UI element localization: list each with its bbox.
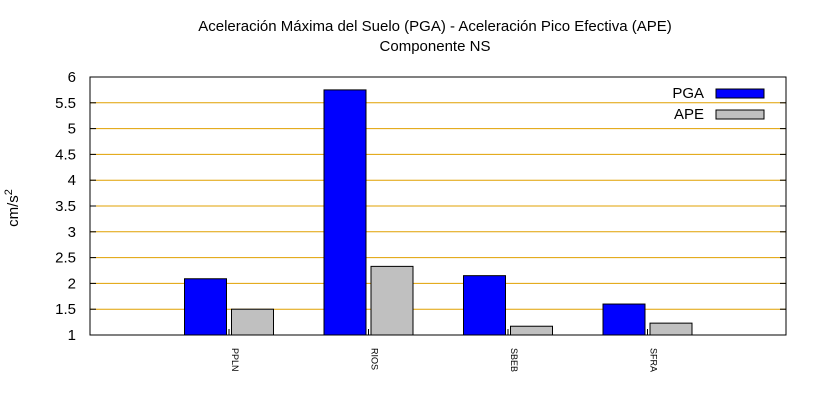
chart-title: Aceleración Máxima del Suelo (PGA) - Ace… bbox=[198, 18, 672, 35]
legend-swatch-ape bbox=[715, 109, 765, 120]
y-tick-label: 4.5 bbox=[55, 146, 76, 163]
x-category-label: SBEB bbox=[509, 348, 519, 372]
chart-subtitle: Componente NS bbox=[380, 38, 491, 55]
x-category-label: PPLN bbox=[230, 348, 240, 372]
bar-pga-sfra bbox=[602, 303, 646, 336]
bar-ape-rios bbox=[370, 265, 414, 336]
bar-ape-sfra bbox=[649, 322, 693, 336]
legend-label-ape: APE bbox=[674, 106, 704, 123]
y-axis-ticks: 1 1.5 2 2.5 3 3.5 4 4.5 5 5.5 6 bbox=[55, 69, 786, 344]
bar-ape-ppln bbox=[231, 308, 274, 336]
x-category-label: SFRA bbox=[649, 348, 659, 372]
bar-pga-rios bbox=[323, 89, 367, 336]
legend-swatch-pga bbox=[715, 88, 765, 99]
x-category-label: RIOS bbox=[370, 348, 380, 370]
x-axis-categories: PPLN RIOS SBEB SFRA bbox=[228, 329, 659, 372]
y-tick-label: 1.5 bbox=[55, 301, 76, 318]
y-tick-label: 2 bbox=[68, 275, 76, 292]
y-tick-label: 3.5 bbox=[55, 198, 76, 215]
y-tick-label: 2.5 bbox=[55, 250, 76, 267]
bar-pga-sbeb bbox=[463, 275, 506, 336]
y-axis-label-unit: cm/s bbox=[5, 195, 22, 227]
grid-lines bbox=[90, 102, 786, 310]
y-tick-label: 5 bbox=[68, 121, 76, 138]
bar-ape-sbeb bbox=[510, 325, 553, 336]
y-axis-label: cm/s2 bbox=[3, 189, 22, 227]
y-tick-label: 5.5 bbox=[55, 95, 76, 112]
svg-text:cm/s2: cm/s2 bbox=[3, 189, 22, 227]
bars bbox=[184, 89, 693, 336]
y-tick-label: 6 bbox=[68, 69, 76, 86]
bar-pga-ppln bbox=[184, 278, 227, 336]
y-tick-label: 4 bbox=[68, 172, 76, 189]
legend-label-pga: PGA bbox=[672, 85, 704, 102]
y-tick-label: 3 bbox=[68, 224, 76, 241]
y-tick-label: 1 bbox=[68, 327, 76, 344]
y-axis-label-exponent: 2 bbox=[3, 189, 15, 195]
legend: PGA APE bbox=[672, 85, 765, 123]
